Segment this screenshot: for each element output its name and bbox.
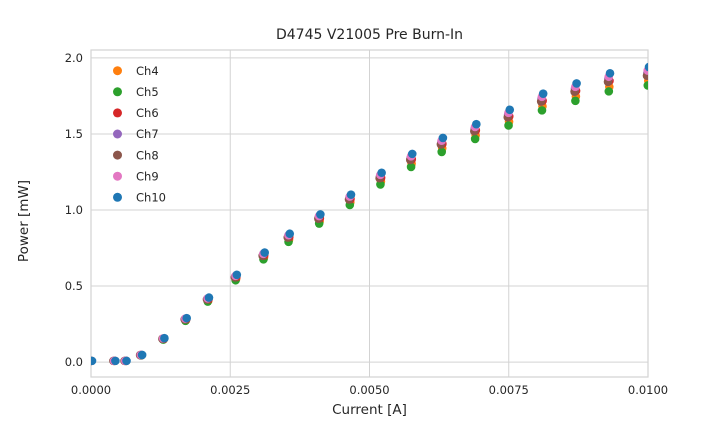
data-point-ch10	[472, 119, 481, 129]
legend-label-ch8: Ch8	[136, 148, 159, 162]
data-point-ch5	[470, 134, 480, 144]
data-point-ch5	[437, 147, 447, 157]
data-point-ch10	[538, 89, 548, 98]
legend-item-ch5: Ch5	[113, 85, 159, 99]
data-point-ch10	[260, 248, 269, 257]
y-tick-label: 1.5	[65, 127, 83, 141]
data-point-ch5	[504, 121, 513, 130]
data-point-ch10	[605, 68, 615, 78]
y-tick-label: 0.5	[65, 279, 83, 293]
legend-label-ch5: Ch5	[136, 85, 159, 99]
legend-item-ch4: Ch4	[113, 64, 159, 78]
legend-label-ch9: Ch9	[136, 169, 159, 183]
data-point-ch10	[122, 356, 131, 366]
legend-marker-ch10	[113, 192, 122, 202]
legend-item-ch6: Ch6	[113, 106, 159, 120]
y-tick-label: 0.0	[65, 355, 83, 369]
data-point-ch10	[346, 190, 356, 199]
legend-marker-ch9	[113, 171, 122, 181]
data-point-ch5	[571, 96, 580, 106]
legend-marker-ch6	[113, 108, 122, 118]
legend-marker-ch7	[113, 129, 122, 139]
scatter-points	[91, 62, 648, 366]
data-point-ch10	[160, 333, 169, 343]
legend-label-ch4: Ch4	[136, 64, 159, 78]
data-point-ch5	[376, 180, 385, 189]
data-point-ch10	[407, 149, 417, 159]
data-point-ch10	[316, 210, 325, 219]
data-point-ch5	[537, 106, 547, 115]
legend-label-ch7: Ch7	[136, 127, 159, 141]
data-point-ch10	[111, 356, 120, 366]
data-point-ch10	[91, 356, 97, 366]
legend-label-ch6: Ch6	[136, 106, 159, 120]
x-tick-label: 0.0025	[210, 383, 250, 397]
data-point-ch5	[604, 87, 614, 96]
data-point-ch10	[644, 62, 648, 72]
legend-marker-ch4	[113, 66, 122, 76]
y-axis-label: Power [mW]	[16, 179, 32, 263]
x-tick-label: 0.0000	[71, 383, 111, 397]
data-point-ch10	[137, 350, 147, 360]
y-tick-label: 1.0	[65, 203, 83, 217]
x-axis-label: Current [A]	[332, 402, 407, 418]
legend-item-ch10: Ch10	[113, 191, 166, 205]
data-point-ch10	[285, 229, 295, 239]
data-point-ch10	[505, 105, 515, 115]
legend-item-ch9: Ch9	[113, 169, 159, 183]
data-point-ch10	[182, 313, 191, 323]
axes-frame	[90, 49, 649, 378]
legend-marker-ch8	[113, 150, 122, 160]
y-tick-label: 2.0	[65, 51, 83, 65]
legend-item-ch7: Ch7	[113, 127, 159, 141]
data-point-ch10	[377, 168, 386, 178]
data-point-ch5	[406, 162, 416, 172]
x-tick-label: 0.0075	[489, 383, 529, 397]
chart-title: D4745 V21005 Pre Burn-In	[275, 27, 464, 43]
legend-marker-ch5	[113, 87, 122, 97]
data-point-ch10	[572, 79, 581, 88]
x-tick-label: 0.0050	[349, 383, 389, 397]
data-point-ch10	[204, 293, 214, 302]
data-point-ch5	[643, 81, 648, 90]
data-point-ch10	[232, 270, 242, 280]
data-point-ch10	[438, 133, 448, 143]
legend: Ch4 Ch5 Ch6 Ch7 Ch8 Ch9 Ch10	[113, 64, 166, 205]
legend-item-ch8: Ch8	[113, 148, 159, 162]
x-tick-label: 0.0100	[628, 383, 668, 397]
legend-label-ch10: Ch10	[136, 191, 166, 205]
